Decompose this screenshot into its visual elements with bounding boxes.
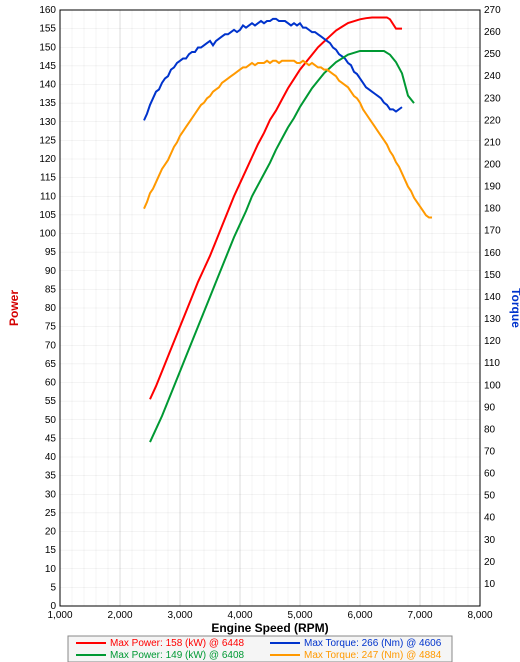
x-tick-label: 7,000 xyxy=(407,610,432,621)
y-left-tick-label: 145 xyxy=(39,61,56,72)
y-left-tick-label: 70 xyxy=(45,340,57,351)
y-right-tick-label: 70 xyxy=(484,446,496,457)
y-left-tick-label: 75 xyxy=(45,322,57,333)
y-right-tick-label: 90 xyxy=(484,402,496,413)
y-right-tick-label: 100 xyxy=(484,380,501,391)
y-right-tick-label: 200 xyxy=(484,160,501,171)
y-left-tick-label: 45 xyxy=(45,433,57,444)
chart-background xyxy=(0,0,520,662)
y-left-tick-label: 155 xyxy=(39,24,56,35)
y-right-tick-label: 20 xyxy=(484,557,496,568)
x-tick-label: 4,000 xyxy=(227,610,252,621)
y-right-tick-label: 250 xyxy=(484,49,501,60)
y-left-tick-label: 95 xyxy=(45,247,57,258)
y-right-tick-label: 270 xyxy=(484,5,501,16)
y-left-tick-label: 20 xyxy=(45,527,57,538)
y-left-tick-label: 115 xyxy=(40,173,56,184)
y-right-tick-label: 120 xyxy=(484,336,501,347)
x-tick-label: 6,000 xyxy=(347,610,372,621)
x-tick-label: 8,000 xyxy=(467,610,492,621)
y-left-tick-label: 105 xyxy=(39,210,56,221)
y-right-tick-label: 40 xyxy=(484,513,496,524)
y-right-tick-label: 160 xyxy=(484,248,501,259)
y-right-tick-label: 150 xyxy=(484,270,501,281)
y-left-tick-label: 110 xyxy=(40,191,56,202)
y-left-tick-label: 85 xyxy=(45,284,57,295)
y-left-tick-label: 125 xyxy=(39,135,56,146)
y-right-tick-label: 50 xyxy=(484,491,496,502)
y-right-tick-label: 140 xyxy=(484,292,501,303)
y-left-tick-label: 160 xyxy=(39,5,56,16)
y-left-tick-label: 90 xyxy=(45,266,57,277)
y-right-axis-title: Torque xyxy=(509,288,520,328)
y-right-tick-label: 10 xyxy=(484,579,496,590)
y-right-tick-label: 110 xyxy=(484,358,500,369)
x-tick-label: 5,000 xyxy=(287,610,312,621)
y-left-tick-label: 30 xyxy=(45,489,57,500)
y-right-tick-label: 60 xyxy=(484,469,496,480)
x-axis-title: Engine Speed (RPM) xyxy=(211,621,328,635)
y-left-tick-label: 25 xyxy=(45,508,57,519)
legend-label: Max Power: 158 (kW) @ 6448 xyxy=(110,638,245,649)
y-left-tick-label: 60 xyxy=(45,378,57,389)
y-left-tick-label: 100 xyxy=(39,229,56,240)
y-left-tick-label: 150 xyxy=(39,42,56,53)
y-right-tick-label: 190 xyxy=(484,182,501,193)
dyno-chart: 1,0002,0003,0004,0005,0006,0007,0008,000… xyxy=(0,0,520,662)
y-left-tick-label: 65 xyxy=(45,359,57,370)
y-left-tick-label: 55 xyxy=(45,396,57,407)
y-right-tick-label: 210 xyxy=(484,137,501,148)
y-right-tick-label: 180 xyxy=(484,204,501,215)
y-left-axis-title: Power xyxy=(7,290,21,326)
legend-label: Max Torque: 247 (Nm) @ 4884 xyxy=(304,650,442,661)
legend-label: Max Power: 149 (kW) @ 6408 xyxy=(110,650,245,661)
y-right-tick-label: 30 xyxy=(484,535,496,546)
y-left-tick-label: 35 xyxy=(45,471,57,482)
y-right-tick-label: 130 xyxy=(484,314,501,325)
y-right-tick-label: 80 xyxy=(484,424,496,435)
y-right-tick-label: 260 xyxy=(484,27,501,38)
x-tick-label: 3,000 xyxy=(167,610,192,621)
y-left-tick-label: 80 xyxy=(45,303,57,314)
y-right-tick-label: 220 xyxy=(484,115,501,126)
y-left-tick-label: 5 xyxy=(50,582,56,593)
y-right-tick-label: 170 xyxy=(484,226,501,237)
y-left-tick-label: 15 xyxy=(45,545,57,556)
y-left-tick-label: 10 xyxy=(45,564,57,575)
y-left-tick-label: 135 xyxy=(39,98,56,109)
y-left-tick-label: 140 xyxy=(39,80,56,91)
x-tick-label: 2,000 xyxy=(107,610,132,621)
y-left-tick-label: 0 xyxy=(50,601,56,612)
y-left-tick-label: 120 xyxy=(39,154,56,165)
y-left-tick-label: 40 xyxy=(45,452,57,463)
y-right-tick-label: 240 xyxy=(484,71,501,82)
y-right-tick-label: 230 xyxy=(484,93,501,104)
y-left-tick-label: 130 xyxy=(39,117,56,128)
legend-label: Max Torque: 266 (Nm) @ 4606 xyxy=(304,638,442,649)
y-left-tick-label: 50 xyxy=(45,415,57,426)
